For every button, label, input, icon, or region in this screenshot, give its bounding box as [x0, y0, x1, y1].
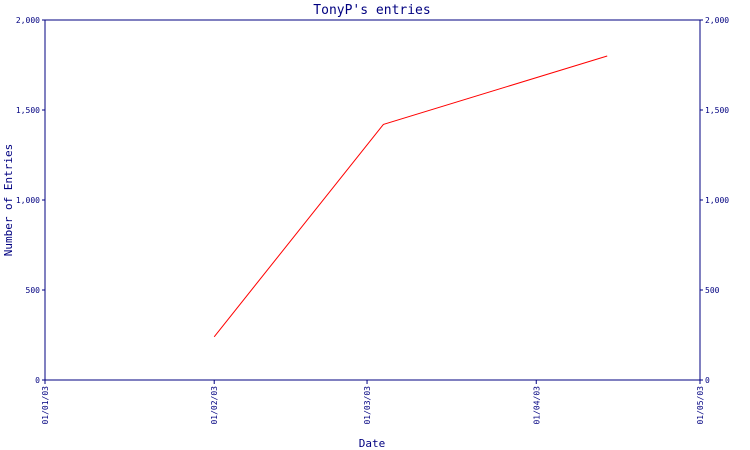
series-line — [213, 55, 608, 338]
y-tick-label-right: 0 — [705, 376, 710, 385]
x-tick-label: 01/01/03 — [41, 386, 50, 425]
y-tick-label-left: 1,000 — [16, 196, 40, 205]
chart-title: TonyP's entries — [313, 3, 430, 18]
y-tick-label-right: 1,000 — [705, 196, 729, 205]
y-axis-label: Number of Entries — [2, 144, 15, 257]
x-tick-label: 01/02/03 — [210, 386, 219, 425]
plot-frame — [44, 19, 701, 381]
series-layer — [213, 55, 608, 338]
x-axis-label: Date — [359, 437, 386, 450]
y-tick-label-left: 0 — [35, 376, 40, 385]
y-tick-label-right: 500 — [705, 286, 720, 295]
y-ticks-right: 0 500 1,000 1,500 2,000 — [700, 16, 729, 385]
y-tick-label-right: 2,000 — [705, 16, 729, 25]
y-tick-label-right: 1,500 — [705, 106, 729, 115]
x-ticks: 01/01/03 01/02/03 01/03/03 01/04/03 01/05/03 — [41, 380, 705, 425]
x-tick-label: 01/04/03 — [532, 386, 541, 425]
y-tick-label-left: 500 — [26, 286, 41, 295]
x-tick-label: 01/05/03 — [696, 386, 705, 425]
y-tick-label-left: 1,500 — [16, 106, 40, 115]
x-tick-label: 01/03/03 — [363, 386, 372, 425]
y-ticks-left: 0 500 1,000 1,500 2,000 — [16, 16, 45, 385]
y-tick-label-left: 2,000 — [16, 16, 40, 25]
